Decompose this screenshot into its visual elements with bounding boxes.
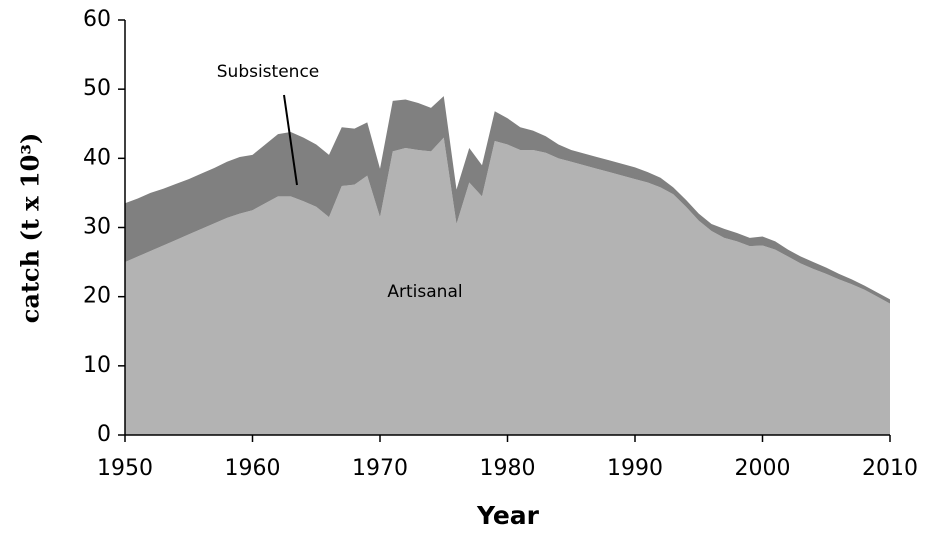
y-tick-label: 20 (83, 284, 111, 309)
y-tick-label: 40 (83, 145, 111, 170)
y-tick-label: 0 (97, 422, 111, 447)
x-tick-label: 1980 (480, 456, 536, 481)
y-tick-label: 50 (83, 76, 111, 101)
leader-line (283, 94, 298, 186)
x-axis-label: Year (476, 501, 540, 530)
series-label: Artisanal (387, 282, 462, 302)
area (125, 96, 890, 304)
series-label: Subsistence (217, 62, 320, 82)
y-tick-label: 30 (83, 215, 111, 240)
x-tick-label: 1990 (607, 456, 663, 481)
y-tick-label: 10 (83, 353, 111, 378)
y-axis-label: catch (t x 10³) (16, 133, 45, 323)
x-tick-label: 1950 (97, 456, 153, 481)
x-tick-label: 2010 (862, 456, 918, 481)
x-tick-label: 1970 (352, 456, 408, 481)
x-tick-label: 2000 (735, 456, 791, 481)
x-tick-label: 1960 (225, 456, 281, 481)
area (125, 137, 890, 436)
y-tick-label: 60 (83, 7, 111, 32)
